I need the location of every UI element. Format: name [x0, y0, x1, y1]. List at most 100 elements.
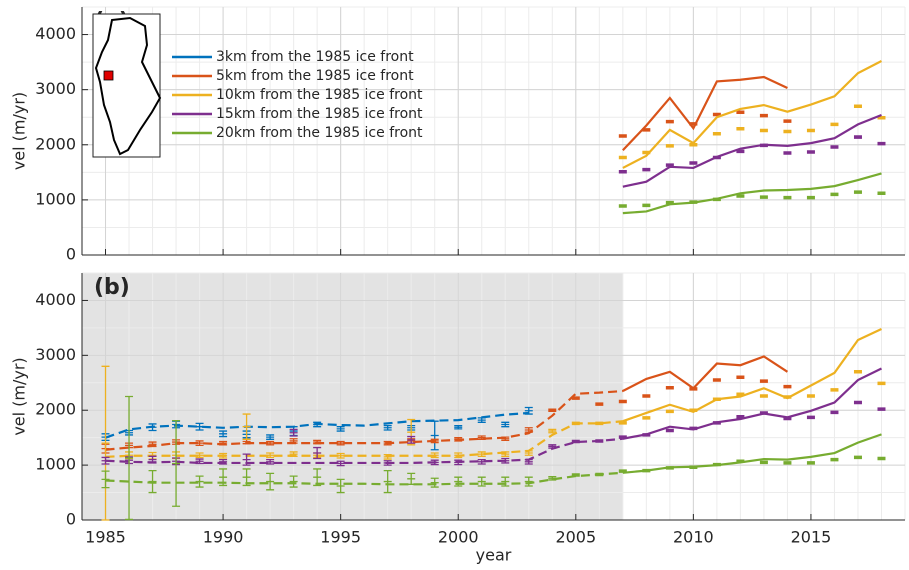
line: [622, 113, 882, 188]
line: [622, 355, 789, 392]
y-tick-label: 2000: [35, 134, 76, 153]
error-bar: [501, 451, 510, 457]
line: [622, 367, 882, 440]
panel-label: (b): [94, 275, 130, 300]
y-tick-label: 2000: [35, 400, 76, 419]
error-bar: [383, 440, 392, 446]
error-bar: [759, 143, 768, 148]
error-bar: [454, 476, 463, 487]
y-tick-label: 0: [66, 245, 76, 264]
error-bar: [618, 155, 627, 160]
line: [622, 172, 882, 215]
error-bar: [266, 434, 275, 440]
error-bar: [783, 395, 792, 399]
error-bar: [665, 409, 674, 414]
error-bar: [477, 417, 486, 423]
y-tick-label: 4000: [35, 24, 76, 43]
error-bar: [501, 476, 510, 487]
error-bar: [830, 145, 839, 149]
line: [622, 75, 788, 152]
error-bar: [407, 435, 416, 444]
error-bar: [853, 104, 862, 108]
error-bar: [853, 190, 862, 194]
error-bar: [783, 384, 792, 389]
error-bar: [219, 440, 228, 446]
error-bar: [101, 470, 110, 489]
error-bar: [806, 415, 815, 420]
error-bar: [501, 457, 510, 464]
error-bar: [618, 469, 627, 473]
error-bar: [430, 477, 439, 488]
error-bar: [477, 458, 486, 465]
error-bar: [736, 127, 745, 131]
error-bar: [501, 436, 510, 442]
error-bar: [689, 408, 698, 412]
error-bar: [853, 455, 862, 460]
error-bar: [783, 416, 792, 421]
error-bar: [195, 452, 204, 459]
error-bar: [289, 451, 298, 457]
error-bar: [665, 428, 674, 433]
error-bar: [266, 472, 275, 491]
error-bar: [689, 161, 698, 165]
error-bar: [148, 455, 157, 464]
error-bar: [407, 472, 416, 485]
error-bar: [877, 141, 886, 146]
error-bar: [219, 430, 228, 438]
error-bar: [571, 421, 580, 426]
error-bar: [853, 400, 862, 405]
error-bar: [642, 203, 651, 208]
error-bar: [736, 375, 745, 380]
error-bar: [853, 135, 862, 139]
x-axis-label: year: [476, 546, 512, 565]
error-bar: [242, 438, 251, 445]
y-tick-label: 3000: [35, 345, 76, 364]
error-bar: [524, 427, 533, 433]
error-bar: [736, 415, 745, 419]
error-bar: [454, 424, 463, 430]
y-tick-label: 0: [66, 510, 76, 529]
error-bar: [101, 365, 110, 521]
error-bar: [783, 461, 792, 465]
error-bar: [642, 468, 651, 473]
y-axis-label: vel (m/yr): [10, 92, 29, 170]
error-bar: [642, 150, 651, 155]
dashed-line: [105, 471, 623, 486]
error-bar: [618, 435, 627, 439]
error-bar: [477, 435, 486, 440]
error-bar: [806, 195, 815, 200]
error-bar: [383, 469, 392, 494]
error-bar: [642, 167, 651, 172]
error-bar: [571, 473, 580, 477]
error-bar: [548, 444, 557, 449]
error-bar: [336, 440, 345, 446]
error-bar: [618, 204, 627, 208]
error-bar: [148, 469, 157, 494]
y-tick-label: 1000: [35, 189, 76, 208]
error-bar: [571, 396, 580, 400]
error-bar: [642, 433, 651, 437]
error-bar: [759, 195, 768, 199]
error-bar: [806, 150, 815, 154]
line: [622, 327, 882, 423]
error-bar: [266, 458, 275, 465]
error-bar: [712, 462, 721, 467]
error-bar: [712, 397, 721, 401]
error-bar: [830, 410, 839, 415]
line: [622, 433, 882, 474]
error-bar: [830, 192, 839, 197]
error-bar: [712, 378, 721, 382]
error-bar: [524, 476, 533, 487]
x-tick-label: 2010: [673, 528, 714, 547]
error-bar: [783, 151, 792, 155]
legend-label: 15km from the 1985 ice front: [216, 106, 423, 122]
error-bar: [266, 452, 275, 459]
error-bar: [383, 454, 392, 460]
error-bar: [665, 119, 674, 124]
error-bar: [853, 370, 862, 374]
error-bar: [689, 200, 698, 204]
error-bar: [759, 113, 768, 118]
error-bar: [759, 460, 768, 465]
error-bar: [830, 388, 839, 392]
